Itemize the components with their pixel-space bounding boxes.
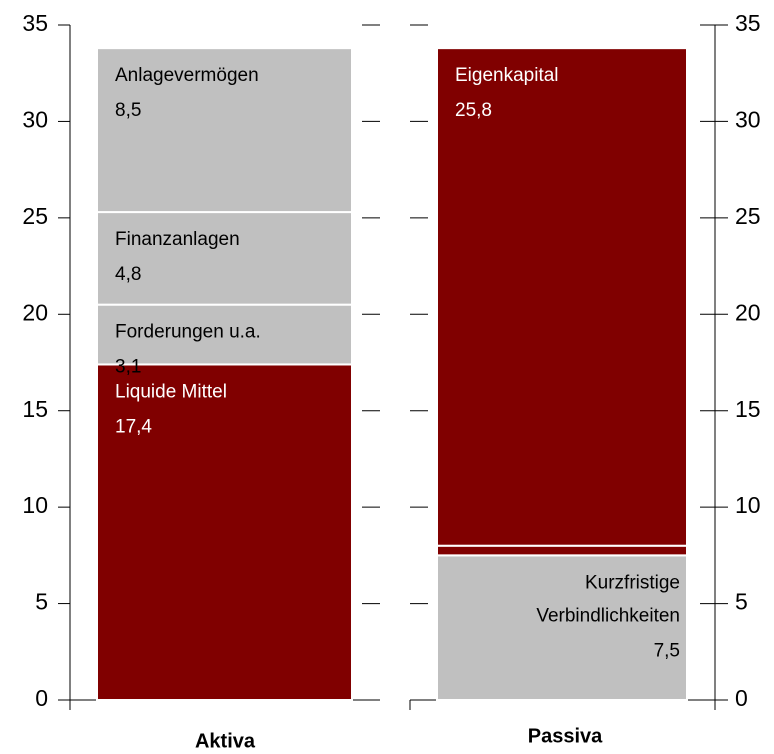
data-label: Eigenkapital: [455, 65, 559, 86]
data-label: 3,1: [115, 357, 141, 378]
y2-tick-label: 20: [735, 299, 761, 325]
data-label: Anlagevermögen: [115, 65, 259, 86]
data-label: 7,5: [654, 640, 680, 661]
y2-tick-label: 30: [735, 107, 761, 133]
y2-tick-label: 15: [735, 396, 761, 422]
y-tick-label: 5: [35, 589, 48, 615]
x-tick-label: Aktiva: [195, 730, 256, 752]
y-tick-label: 25: [22, 203, 48, 229]
y2-tick-label: 10: [735, 492, 761, 518]
y2-tick-label: 25: [735, 203, 761, 229]
x-tick-label: Passiva: [528, 725, 603, 747]
data-label: 25,8: [455, 100, 492, 121]
bar-segment: [436, 544, 688, 557]
bar-segment: [96, 303, 353, 366]
y2-tick-label: 35: [735, 10, 761, 36]
y-tick-label: 15: [22, 396, 48, 422]
y2-tick-label: 0: [735, 685, 748, 711]
y-tick-label: 0: [35, 685, 48, 711]
data-label: 4,8: [115, 264, 141, 285]
data-label: Kurzfristige Verbindlichkeiten: [536, 572, 680, 626]
bar-segment: [436, 47, 688, 547]
y-tick-label: 30: [22, 107, 48, 133]
data-label: Forderungen u.a.: [115, 322, 261, 343]
bar-segment: [96, 47, 353, 214]
bar-segment: [96, 211, 353, 306]
data-label: Finanzanlagen: [115, 229, 240, 250]
y-tick-label: 10: [22, 492, 48, 518]
y-tick-label: 35: [22, 10, 48, 36]
data-label: 8,5: [115, 100, 141, 121]
bar-segment: [96, 363, 353, 701]
data-label: 17,4: [115, 416, 152, 437]
y2-tick-label: 5: [735, 589, 748, 615]
data-label: Liquide Mittel: [115, 381, 227, 402]
y-tick-label: 20: [22, 299, 48, 325]
